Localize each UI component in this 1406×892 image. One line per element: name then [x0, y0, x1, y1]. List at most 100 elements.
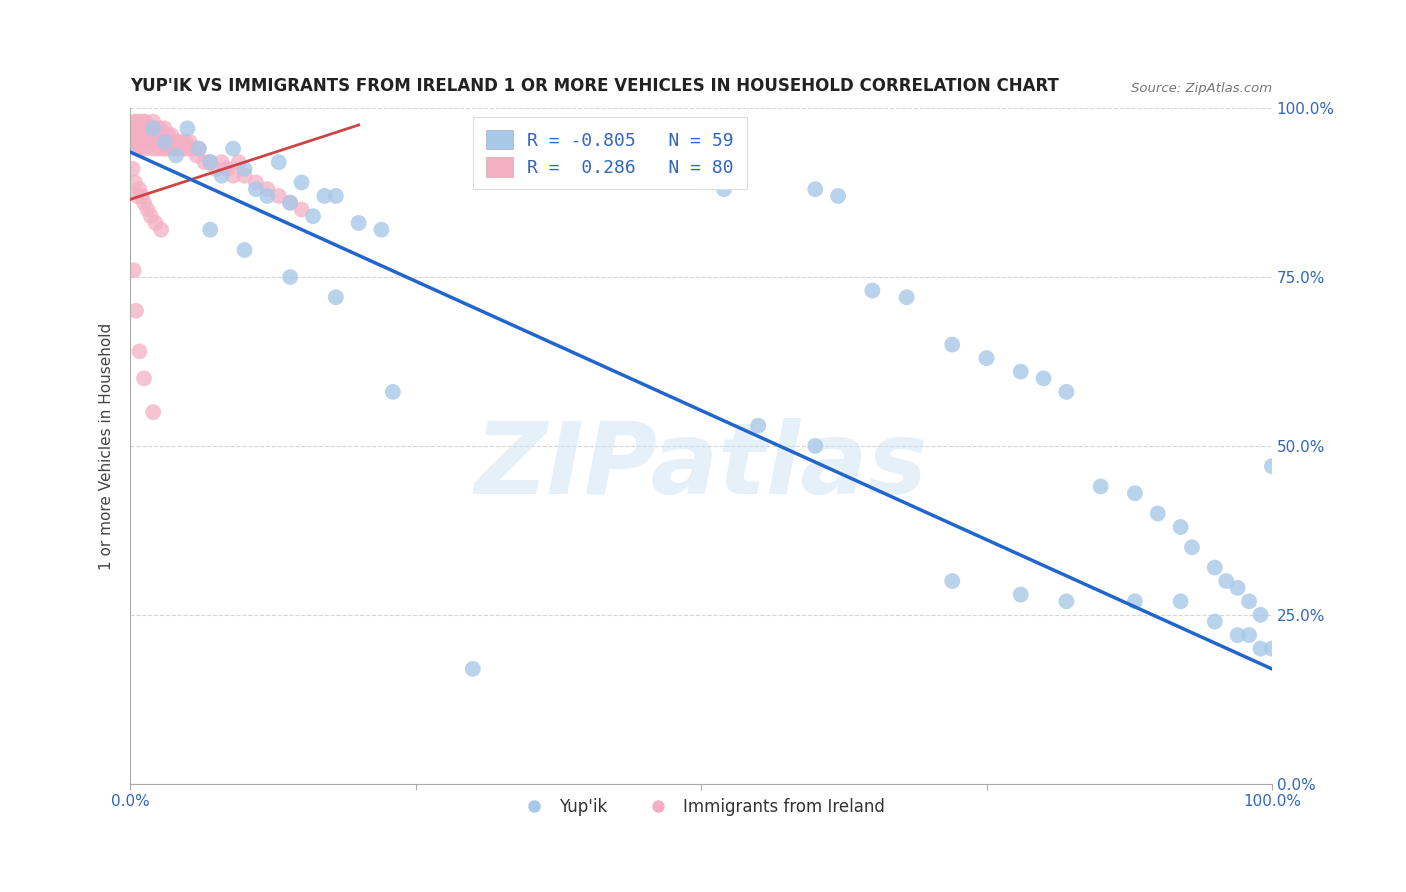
Point	[139, 121, 162, 136]
Point	[146, 142, 169, 156]
Point	[138, 135, 160, 149]
Point	[278, 195, 301, 210]
Point	[1250, 641, 1272, 656]
Point	[267, 189, 290, 203]
Point	[142, 405, 165, 419]
Point	[141, 135, 163, 149]
Point	[127, 114, 149, 128]
Point	[278, 195, 301, 210]
Point	[222, 169, 245, 183]
Point	[128, 128, 150, 142]
Point	[1226, 581, 1249, 595]
Point	[132, 371, 155, 385]
Point	[142, 121, 165, 136]
Point	[302, 209, 325, 223]
Point	[172, 142, 194, 156]
Point	[347, 216, 370, 230]
Point	[211, 169, 233, 183]
Point	[181, 142, 204, 156]
Point	[1261, 641, 1284, 656]
Point	[1237, 594, 1260, 608]
Point	[1204, 615, 1226, 629]
Point	[150, 223, 173, 237]
Point	[267, 155, 290, 169]
Point	[1237, 628, 1260, 642]
Text: Source: ZipAtlas.com: Source: ZipAtlas.com	[1130, 81, 1272, 95]
Point	[136, 121, 159, 136]
Point	[1250, 607, 1272, 622]
Point	[125, 303, 148, 318]
Point	[200, 155, 222, 169]
Point	[233, 243, 256, 257]
Point	[132, 128, 155, 142]
Point	[1054, 594, 1077, 608]
Point	[200, 155, 222, 169]
Point	[143, 128, 166, 142]
Point	[159, 142, 181, 156]
Text: ZIPatlas: ZIPatlas	[475, 417, 928, 515]
Point	[222, 142, 245, 156]
Point	[132, 121, 155, 136]
Point	[690, 169, 713, 183]
Point	[1204, 560, 1226, 574]
Point	[200, 223, 222, 237]
Point	[1032, 371, 1054, 385]
Point	[129, 142, 152, 156]
Point	[134, 114, 156, 128]
Point	[124, 176, 146, 190]
Point	[205, 161, 228, 176]
Point	[1226, 628, 1249, 642]
Point	[278, 270, 301, 285]
Point	[941, 337, 963, 351]
Point	[124, 114, 146, 128]
Point	[256, 182, 278, 196]
Point	[325, 290, 347, 304]
Point	[228, 155, 250, 169]
Point	[121, 161, 143, 176]
Point	[142, 142, 165, 156]
Point	[325, 189, 347, 203]
Point	[176, 121, 198, 136]
Point	[139, 209, 162, 223]
Point	[145, 216, 167, 230]
Point	[167, 142, 190, 156]
Point	[125, 142, 148, 156]
Point	[148, 128, 170, 142]
Point	[233, 161, 256, 176]
Point	[1054, 384, 1077, 399]
Point	[176, 142, 198, 156]
Point	[193, 155, 215, 169]
Point	[290, 202, 312, 217]
Point	[245, 182, 267, 196]
Point	[122, 135, 145, 149]
Point	[132, 195, 155, 210]
Point	[174, 135, 197, 149]
Point	[290, 176, 312, 190]
Point	[314, 189, 336, 203]
Point	[1170, 594, 1192, 608]
Point	[131, 114, 153, 128]
Point	[896, 290, 918, 304]
Point	[179, 135, 201, 149]
Point	[747, 418, 769, 433]
Point	[131, 135, 153, 149]
Point	[153, 121, 176, 136]
Point	[149, 121, 172, 136]
Point	[211, 155, 233, 169]
Point	[122, 263, 145, 277]
Point	[127, 135, 149, 149]
Point	[142, 114, 165, 128]
Point	[162, 135, 184, 149]
Point	[156, 128, 179, 142]
Point	[1123, 486, 1146, 500]
Point	[125, 121, 148, 136]
Point	[1170, 520, 1192, 534]
Point	[186, 148, 208, 162]
Point	[804, 182, 827, 196]
Point	[163, 142, 186, 156]
Point	[941, 574, 963, 588]
Point	[217, 161, 239, 176]
Point	[1215, 574, 1237, 588]
Point	[150, 142, 173, 156]
Point	[713, 182, 735, 196]
